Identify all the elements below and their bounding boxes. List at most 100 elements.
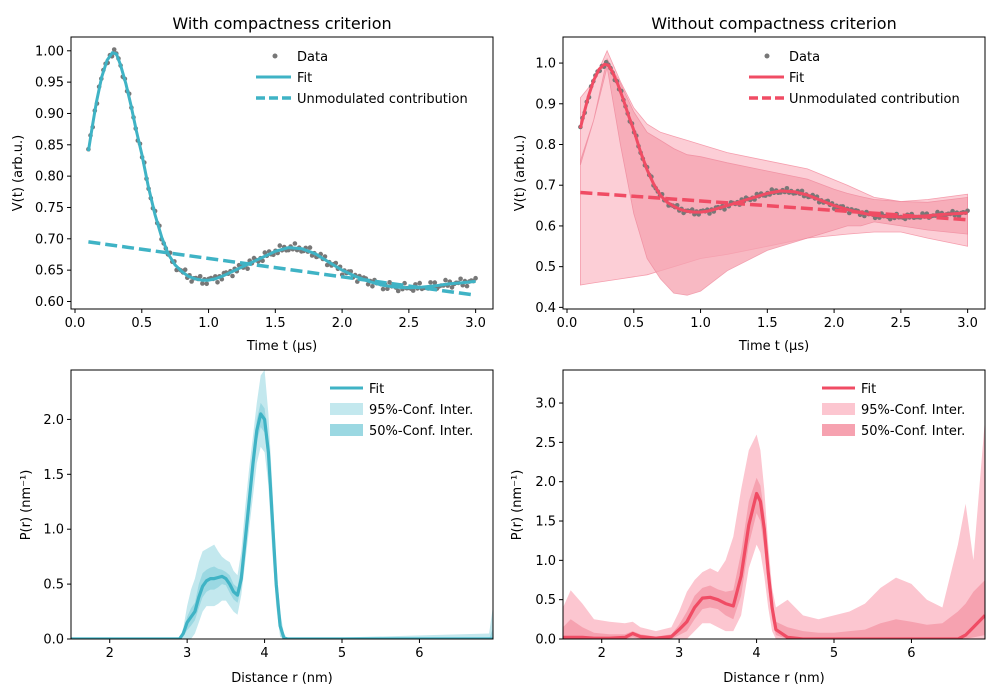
plot-area: 2 3 4 5 6 0.0 0.5 1.0 1.5 2.0 xyxy=(43,369,494,661)
data-point xyxy=(417,280,423,286)
x-tick-label: 5 xyxy=(830,646,838,661)
data-point xyxy=(189,279,194,284)
confidence-band-95 xyxy=(563,418,985,639)
x-tick-label: 5 xyxy=(338,646,346,661)
legend: Data Fit Unmodulated contribution xyxy=(256,50,468,107)
y-tick-label: 0.7 xyxy=(535,179,556,194)
legend-label: Data xyxy=(789,50,820,65)
x-tick-label: 3.0 xyxy=(465,316,486,331)
data-point xyxy=(395,288,401,294)
y-tick-label: 0.80 xyxy=(35,170,64,185)
data-point xyxy=(449,285,455,290)
plot-content xyxy=(71,370,493,639)
x-tick-label: 0.0 xyxy=(65,316,86,331)
panel-bottom-left: 2 3 4 5 6 0.0 0.5 1.0 1.5 2.0 Distance r (nm) P(r… xyxy=(19,369,494,686)
y-tick-label: 1.5 xyxy=(535,515,556,530)
y-tick-label: 0.8 xyxy=(535,138,556,153)
legend: Fit 95%-Conf. Inter. 50%-Conf. Inter. xyxy=(822,382,965,439)
y-tick-label: 0.4 xyxy=(535,301,556,316)
y-tick-label: 1.0 xyxy=(43,523,64,538)
data-point xyxy=(197,274,203,279)
data-point xyxy=(387,280,392,285)
y-tick-label: 0.65 xyxy=(35,264,64,279)
x-tick-label: 2.5 xyxy=(891,316,912,331)
x-tick-label: 2.0 xyxy=(332,316,353,331)
plot-area: 0.0 0.5 1.0 1.5 2.0 2.5 3.0 0.60 0.65 0.70 0.75 0.8… xyxy=(35,36,494,331)
y-tick-label: 2.0 xyxy=(43,413,64,428)
y-axis-label: V(t) (arb.u.) xyxy=(11,135,26,211)
y-tick-label: 2.0 xyxy=(535,475,556,490)
data-point xyxy=(428,280,433,285)
legend-data-marker xyxy=(272,53,278,59)
legend-label: 95%-Conf. Inter. xyxy=(369,403,473,418)
plot-area: 2 3 4 5 6 0.0 0.5 1.0 1.5 2.0 2.5 3.0 xyxy=(535,369,986,661)
axes-frame xyxy=(70,369,494,640)
legend-label: Unmodulated contribution xyxy=(789,92,960,107)
legend-label: Data xyxy=(297,50,328,65)
x-tick-label: 2 xyxy=(598,646,606,661)
y-tick-label: 1.0 xyxy=(535,57,556,72)
axes-frame xyxy=(562,36,986,310)
x-tick-label: 3 xyxy=(675,646,683,661)
fit-line xyxy=(578,62,968,219)
panel-top-right: Without compactness criterion 0.0 0.5 1.0 1… xyxy=(513,14,986,354)
ticks: 2 3 4 5 6 0.0 0.5 1.0 1.5 2.0 xyxy=(43,413,423,661)
x-tick-label: 1.0 xyxy=(198,316,219,331)
legend-50-swatch xyxy=(330,424,363,436)
data-point xyxy=(432,280,438,285)
x-tick-label: 1.5 xyxy=(757,316,778,331)
confidence-band-50 xyxy=(580,57,968,296)
ticks: 0.0 0.5 1.0 1.5 2.0 2.5 3.0 0.60 0.65 0.70 0.75 0.8… xyxy=(35,44,486,331)
x-tick-label: 3.0 xyxy=(957,316,978,331)
legend-label: 50%-Conf. Inter. xyxy=(861,424,965,439)
legend-95-swatch xyxy=(822,403,855,415)
y-tick-label: 3.0 xyxy=(535,397,556,412)
y-tick-label: 0.0 xyxy=(535,633,556,648)
x-tick-label: 2.5 xyxy=(399,316,420,331)
plot-content xyxy=(578,49,970,296)
y-tick-label: 1.00 xyxy=(35,44,64,59)
legend: Fit 95%-Conf. Inter. 50%-Conf. Inter. xyxy=(330,382,473,439)
plot-area: 0.0 0.5 1.0 1.5 2.0 2.5 3.0 0.4 0.5 0.6 0.7 0.8 0.9 1… xyxy=(535,36,986,331)
data-point xyxy=(380,286,386,292)
x-tick-label: 0.5 xyxy=(131,316,152,331)
fit-line xyxy=(86,51,476,290)
x-axis-label: Time t (µs) xyxy=(246,339,317,354)
y-tick-label: 2.5 xyxy=(535,436,556,451)
data-point xyxy=(277,243,283,248)
data-point xyxy=(473,275,478,281)
data-point xyxy=(464,283,470,289)
legend-50-swatch xyxy=(822,424,855,436)
unmodulated-line xyxy=(580,190,968,222)
y-tick-label: 0.95 xyxy=(35,76,64,91)
ticks: 2 3 4 5 6 0.0 0.5 1.0 1.5 2.0 2.5 3.0 xyxy=(535,397,915,661)
data-point xyxy=(370,284,375,289)
y-tick-label: 0.0 xyxy=(43,633,64,648)
ticks: 0.0 0.5 1.0 1.5 2.0 2.5 3.0 0.4 0.5 0.6 0.7 0.8 0.9 1… xyxy=(535,57,978,331)
data-point xyxy=(365,282,371,287)
panel-title: Without compactness criterion xyxy=(651,14,896,33)
fit-line xyxy=(71,412,493,639)
x-tick-label: 2.0 xyxy=(824,316,845,331)
legend-label: Unmodulated contribution xyxy=(297,92,468,107)
data-point xyxy=(245,266,250,272)
x-axis-label: Distance r (nm) xyxy=(231,671,333,686)
x-tick-label: 0.5 xyxy=(623,316,644,331)
data-point xyxy=(410,288,416,293)
data-point xyxy=(292,241,298,246)
x-tick-label: 6 xyxy=(415,646,423,661)
data-point xyxy=(784,186,790,191)
y-tick-label: 0.5 xyxy=(43,578,64,593)
axes-frame xyxy=(562,369,986,640)
legend-label: Fit xyxy=(861,382,876,397)
legend-label: Fit xyxy=(369,382,384,397)
data-point xyxy=(204,281,209,287)
x-tick-label: 6 xyxy=(907,646,915,661)
y-axis-label: P(r) (nm⁻¹) xyxy=(19,470,34,541)
legend-label: Fit xyxy=(789,71,804,86)
y-tick-label: 0.70 xyxy=(35,232,64,247)
x-tick-label: 0.0 xyxy=(557,316,578,331)
data-point xyxy=(443,277,448,283)
y-tick-label: 0.5 xyxy=(535,593,556,608)
